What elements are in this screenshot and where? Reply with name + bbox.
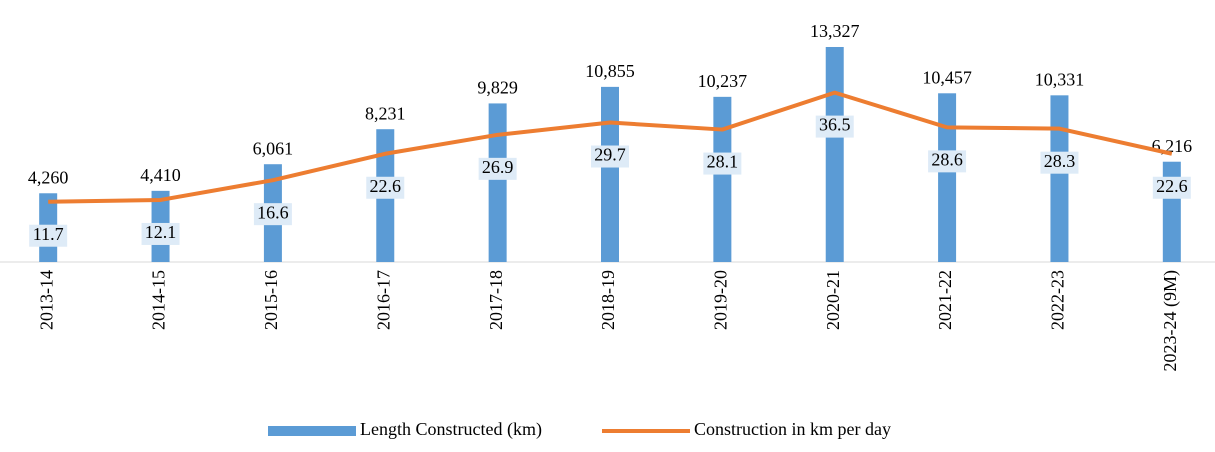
bar: [825, 46, 844, 263]
line-label: 26.9: [482, 157, 514, 177]
line-label-bg: [366, 176, 405, 199]
bar-label: 8,231: [365, 103, 406, 123]
x-tick-label: 2019-20: [710, 270, 730, 330]
line-label: 22.6: [1156, 176, 1188, 196]
line-label-bg: [1040, 151, 1079, 174]
x-tick-label: 2022-23: [1048, 270, 1068, 330]
x-tick-label: 2023-24 (9M): [1160, 270, 1181, 372]
x-tick-label: 2013-14: [36, 270, 56, 330]
bar-label: 13,327: [810, 21, 860, 41]
bar-label: 10,855: [585, 61, 635, 81]
line-label: 36.5: [819, 115, 851, 135]
x-tick-label: 2015-16: [261, 270, 281, 330]
line-label: 29.7: [594, 145, 626, 165]
line-label-bg: [703, 152, 742, 175]
bar: [601, 86, 619, 262]
line-label-bg: [253, 203, 292, 226]
bar-label: 10,237: [698, 71, 748, 91]
bar: [1050, 95, 1069, 262]
x-tick-label: 2021-22: [935, 270, 955, 330]
x-tick-label: 2014-15: [149, 270, 169, 330]
legend-label: Length Constructed (km): [360, 419, 542, 440]
bar-label: 6,061: [253, 138, 294, 158]
x-tick-label: 2020-21: [823, 270, 843, 330]
bar-label: 4,410: [140, 165, 181, 185]
line-label-bg: [141, 222, 180, 245]
x-tick-label: 2017-18: [486, 270, 506, 330]
bar-label: 4,260: [28, 167, 69, 187]
bar-label: 10,457: [922, 67, 972, 87]
legend-label: Construction in km per day: [694, 419, 891, 439]
line-label: 22.6: [370, 176, 402, 196]
x-tick-label: 2016-17: [373, 270, 393, 330]
line-label: 28.6: [931, 149, 963, 169]
line-label-bg: [591, 145, 629, 168]
line-label: 16.6: [257, 202, 289, 222]
bar: [488, 103, 507, 262]
x-tick-label: 2018-19: [598, 270, 618, 330]
line-label-bg: [1152, 176, 1191, 199]
line-label-bg: [478, 157, 517, 180]
bar-label: 9,829: [477, 78, 518, 98]
bar: [938, 93, 957, 262]
line-label: 28.3: [1044, 151, 1076, 171]
line-label-bg: [29, 224, 68, 247]
line: [48, 90, 1173, 204]
line-label: 11.7: [33, 224, 64, 244]
bar: [713, 96, 732, 262]
line-label: 12.1: [145, 222, 177, 242]
line-label-bg: [815, 115, 854, 138]
line-label-bg: [928, 150, 967, 173]
bar-label: 10,331: [1035, 69, 1085, 89]
line-label: 28.1: [707, 152, 739, 172]
legend-swatch: [268, 426, 356, 436]
